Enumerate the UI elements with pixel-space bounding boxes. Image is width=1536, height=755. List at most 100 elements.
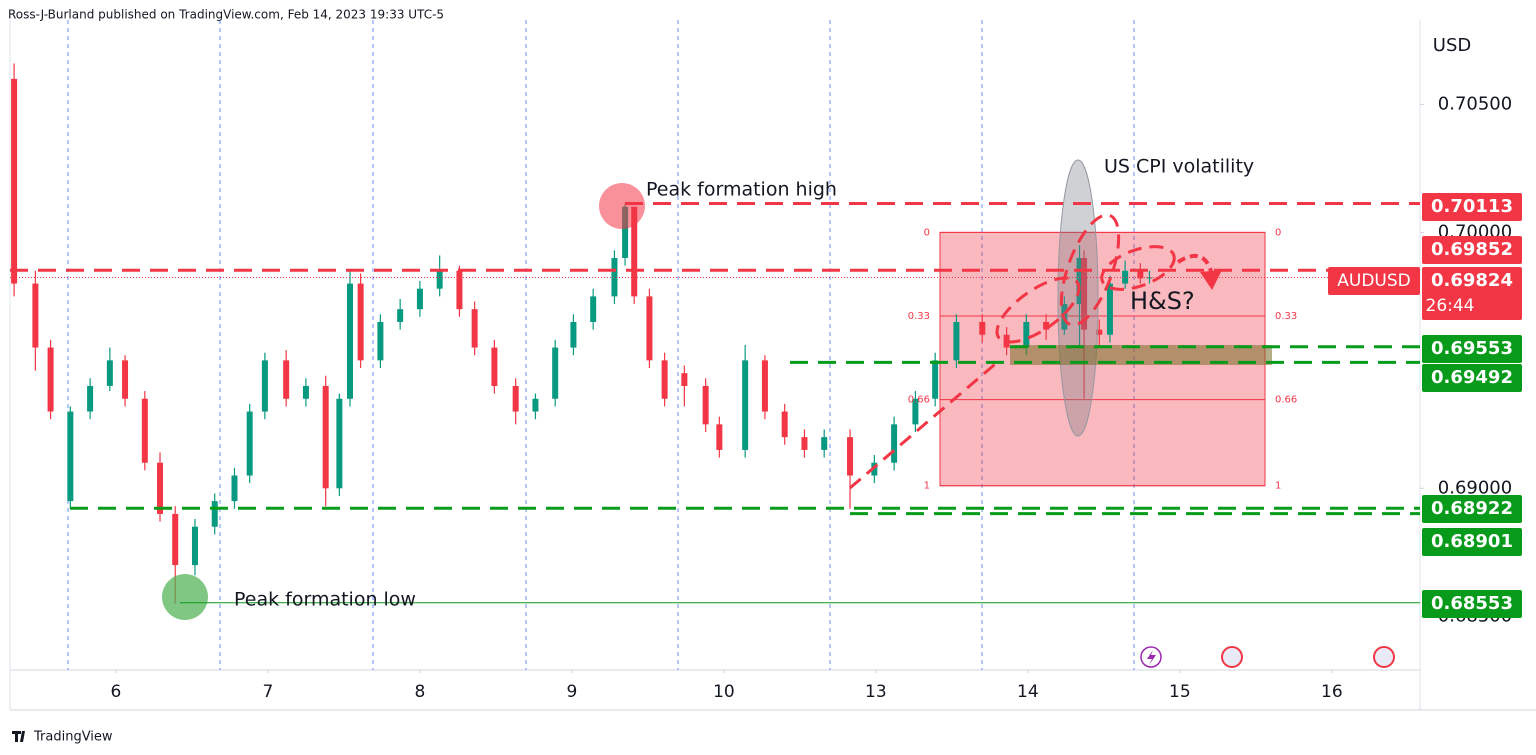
candle-body <box>261 360 268 412</box>
currency: USD <box>1433 35 1471 56</box>
candle-body <box>67 411 74 502</box>
x-tick-label: 10 <box>713 682 735 702</box>
price-label-box <box>1422 528 1522 556</box>
logo <box>12 731 25 742</box>
x-tick-label: 14 <box>1017 682 1039 702</box>
head <box>1059 213 1121 327</box>
fib-label-right: 0 <box>1275 227 1281 238</box>
price-label: 0.70113 <box>1431 196 1513 217</box>
price-label: 0.69492 <box>1431 367 1513 388</box>
candle-body <box>622 206 629 258</box>
right-shoulder <box>1100 245 1176 291</box>
peak-low-circle <box>162 574 208 620</box>
left-shoulder <box>995 276 1081 344</box>
candle-body <box>32 283 39 348</box>
candle-body <box>1137 270 1144 279</box>
candle-body <box>87 385 94 412</box>
price-label: 0.69553 <box>1431 338 1513 359</box>
candle-body <box>191 526 198 566</box>
candle-body <box>611 257 618 297</box>
price-label-box <box>1422 364 1522 392</box>
candle-body <box>821 437 828 450</box>
candle-body <box>397 309 404 322</box>
candle-body <box>1043 321 1050 330</box>
candle-body <box>979 321 986 335</box>
price-label-box <box>1422 495 1522 523</box>
candle-body <box>357 283 364 361</box>
candle-body <box>122 360 129 399</box>
arrow-curve <box>1176 253 1214 276</box>
candle-body <box>211 501 218 527</box>
symbol-tag: AUDUSD <box>1337 271 1411 291</box>
candle-body <box>953 321 960 361</box>
candle-body <box>552 347 559 399</box>
candle-body <box>891 424 898 463</box>
cpi-ellipse <box>1057 159 1099 437</box>
candle-body <box>590 296 597 322</box>
fib-label-left: 0 <box>924 227 930 238</box>
candle-body <box>1096 329 1103 335</box>
price-label-box <box>1422 193 1522 221</box>
brand: TradingView <box>33 730 113 745</box>
fib-label-left: 0.66 <box>908 395 930 406</box>
candle-body <box>47 347 54 412</box>
fib-label-right: 0.66 <box>1275 395 1297 406</box>
price-label: 0.69852 <box>1431 239 1513 260</box>
candle-body <box>471 309 478 348</box>
candle-body <box>661 360 668 399</box>
last-price-label: 0.69824 <box>1431 270 1513 291</box>
peak-high-circle <box>599 183 645 229</box>
candle-body <box>491 347 498 386</box>
candle-body <box>302 385 309 399</box>
candle-body <box>377 321 384 361</box>
fib-label-right: 1 <box>1275 481 1281 492</box>
trendline <box>849 358 1001 490</box>
support-zone <box>1010 345 1272 365</box>
candle-body <box>1122 270 1129 284</box>
price-label: 0.68922 <box>1431 498 1513 519</box>
footer-logo: TradingView <box>12 730 113 745</box>
y-tick-label: 0.70500 <box>1438 93 1512 114</box>
candle-body <box>631 206 638 297</box>
candle-body <box>416 288 423 310</box>
annotation: Peak formation high <box>646 179 837 201</box>
price-label-box <box>1422 590 1522 618</box>
fib-label-left: 0.33 <box>908 311 930 322</box>
annotation: H&S? <box>1130 287 1195 315</box>
x-tick-label: 6 <box>111 682 122 702</box>
hs-shapes <box>849 213 1176 490</box>
symbol-tag-box <box>1328 267 1420 295</box>
candle-body <box>646 296 653 361</box>
candle-body <box>456 270 463 310</box>
candle-body <box>346 283 353 399</box>
candle-body <box>231 475 238 502</box>
candle-body <box>157 462 164 514</box>
candle-body <box>336 398 343 489</box>
candle-body <box>932 360 939 399</box>
candle-body <box>283 360 290 399</box>
x-tick-label: 7 <box>263 682 274 702</box>
candle-body <box>912 398 919 425</box>
annotation: Peak formation low <box>234 589 416 611</box>
candle-body <box>436 270 443 289</box>
x-tick-label: 8 <box>414 682 425 702</box>
countdown: 26:44 <box>1426 296 1475 316</box>
candle-body <box>716 424 723 450</box>
candle-body <box>246 411 253 476</box>
candle-body <box>742 360 749 450</box>
x-tick-label: 9 <box>566 682 577 702</box>
fib-label-right: 0.33 <box>1275 311 1297 322</box>
event-icon <box>1373 646 1395 668</box>
candle-body <box>1106 283 1113 335</box>
price-label: 0.68901 <box>1431 531 1513 552</box>
annotation: US CPI volatility <box>1104 156 1254 178</box>
candle-body <box>11 78 18 284</box>
candle-body <box>847 437 854 476</box>
event-icon <box>1221 646 1243 668</box>
x-tick-label: 15 <box>1169 682 1191 702</box>
candle-body <box>106 360 113 386</box>
candle-body <box>1076 257 1083 305</box>
candle-body <box>1146 277 1153 279</box>
